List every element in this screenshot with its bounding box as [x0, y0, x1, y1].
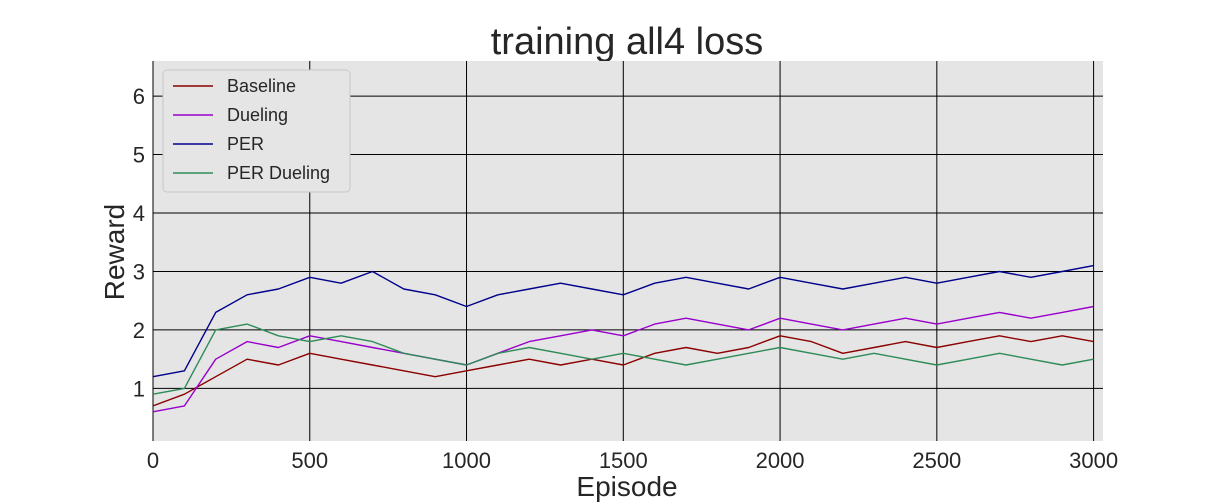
- y-tick-label: 6: [133, 84, 145, 109]
- legend-label: PER: [227, 134, 264, 154]
- y-ticks: 1 2 3 4 5 6: [133, 84, 145, 401]
- x-ticks: 0 500 1000 1500 2000 2500 3000: [147, 448, 1118, 473]
- chart-title: training all4 loss: [491, 21, 763, 63]
- y-axis-label: Reward: [99, 204, 130, 300]
- legend-label: Baseline: [227, 76, 296, 96]
- y-tick-label: 3: [133, 259, 145, 284]
- series-line-baseline: [152, 335, 1094, 407]
- legend-label: Dueling: [227, 105, 288, 125]
- x-tick-label: 2500: [912, 448, 961, 473]
- legend-box: [162, 69, 351, 193]
- x-axis-label: Episode: [576, 471, 677, 502]
- x-tick-label: 1000: [442, 448, 491, 473]
- x-tick-label: 500: [291, 448, 328, 473]
- y-tick-label: 2: [133, 318, 145, 343]
- y-tick-label: 1: [133, 376, 145, 401]
- y-tick-label: 4: [133, 201, 145, 226]
- x-tick-label: 1500: [599, 448, 648, 473]
- series-line-per-dueling: [152, 323, 1094, 395]
- x-tick-label: 0: [147, 448, 159, 473]
- legend: Baseline Dueling PER PER Dueling: [162, 69, 351, 193]
- x-tick-label: 2000: [756, 448, 805, 473]
- y-tick-label: 5: [133, 143, 145, 168]
- legend-label: PER Dueling: [227, 163, 330, 183]
- x-tick-label: 3000: [1069, 448, 1118, 473]
- series-line-dueling: [152, 305, 1094, 413]
- series-line-per: [152, 264, 1094, 378]
- series-layer: [152, 264, 1094, 413]
- grid: [152, 61, 1103, 441]
